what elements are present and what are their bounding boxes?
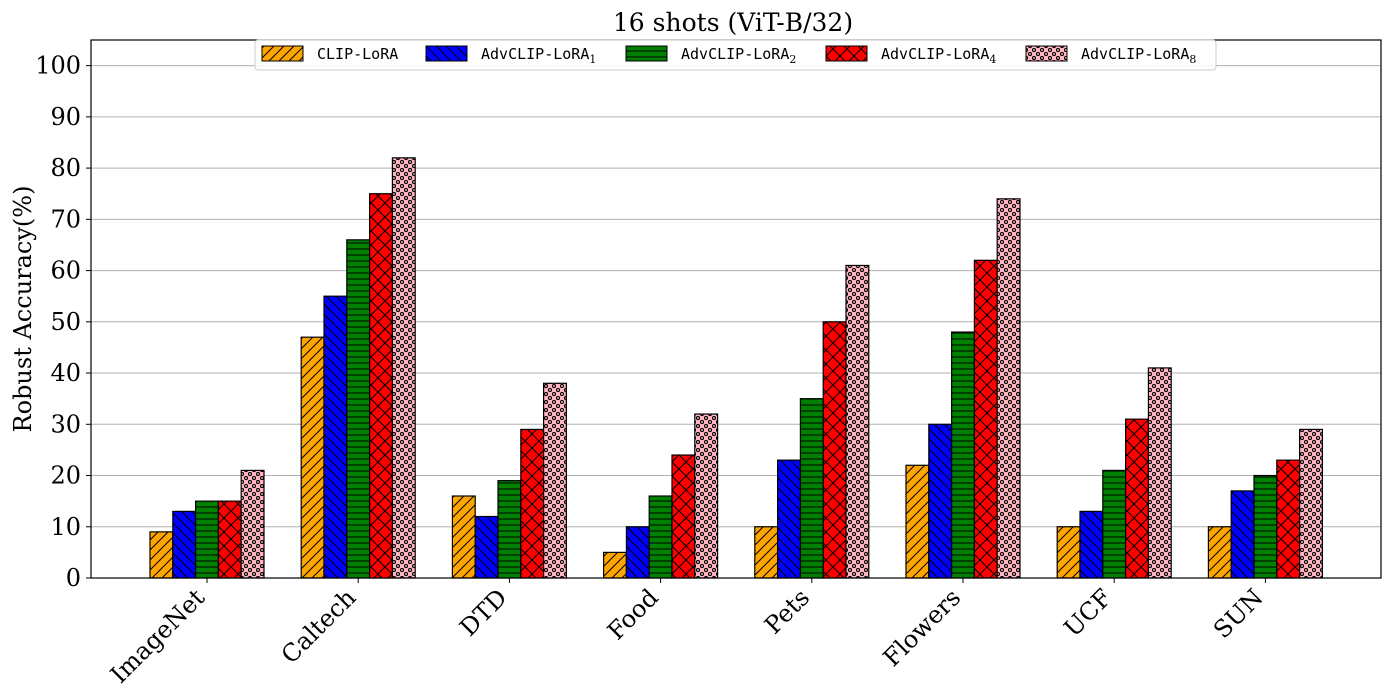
x-tick-label: Caltech (276, 583, 362, 669)
x-tick-label: ImageNet (105, 583, 211, 689)
bar-hatch-pets-series-3 (799, 398, 824, 579)
y-tick-label: 60 (50, 257, 81, 285)
bar-hatch-flowers-series-1 (905, 464, 930, 579)
bar-hatch-ucf-series-1 (1056, 526, 1081, 579)
bar-hatch-sun-series-2 (1230, 490, 1255, 579)
legend-label-subscript: 2 (789, 53, 796, 66)
y-tick-label: 100 (35, 52, 81, 80)
legend-label: AdvCLIP-LoRA2 (681, 45, 796, 66)
y-tick-label: 80 (50, 154, 81, 182)
legend-swatch-hatch (1025, 45, 1068, 62)
legend-label: AdvCLIP-LoRA4 (881, 45, 996, 66)
bar-hatch-pets-series-2 (776, 459, 801, 579)
bar-hatch-dtd-series-4 (520, 428, 545, 579)
bar-hatch-imagenet-series-2 (172, 510, 197, 579)
bar-hatch-pets-series-1 (754, 526, 779, 579)
legend-label-subscript: 1 (589, 53, 596, 66)
bar-hatch-dtd-series-2 (474, 515, 499, 579)
y-tick-label: 70 (50, 205, 81, 233)
bar-hatch-ucf-series-3 (1102, 469, 1127, 579)
bar-hatch-dtd-series-3 (497, 480, 522, 579)
bar-hatch-ucf-series-5 (1147, 367, 1172, 579)
x-tick-label: Pets (759, 583, 815, 639)
x-tick-label: SUN (1208, 583, 1269, 644)
y-tick-label: 50 (50, 308, 81, 336)
legend-swatch-hatch (825, 45, 868, 62)
bar-hatch-sun-series-3 (1253, 474, 1278, 579)
bar-hatch-dtd-series-1 (451, 495, 476, 579)
bar-hatch-caltech-series-2 (323, 295, 348, 579)
bar-hatch-ucf-series-2 (1079, 510, 1104, 579)
bar-hatch-flowers-series-3 (950, 331, 975, 579)
bar-hatch-imagenet-series-4 (217, 500, 242, 579)
legend-label: AdvCLIP-LoRA8 (1081, 45, 1196, 66)
x-tick-label: DTD (454, 583, 512, 641)
bar-hatch-caltech-series-4 (369, 193, 394, 579)
y-tick-label: 10 (50, 513, 81, 541)
y-tick-label: 90 (50, 103, 81, 131)
bar-hatch-pets-series-4 (822, 321, 847, 579)
bar-hatch-flowers-series-4 (973, 259, 998, 579)
bar-hatch-caltech-series-3 (346, 239, 371, 579)
y-tick-label: 40 (50, 359, 81, 387)
y-axis-ticks: 0 10 20 30 40 50 60 70 80 90 100 (35, 52, 91, 592)
chart-title: 16 shots (ViT-B/32) (613, 8, 853, 37)
legend-swatch-hatch (625, 45, 668, 62)
plot-frame (90, 39, 1382, 579)
bar-hatch-pets-series-5 (845, 264, 870, 579)
legend-box (254, 39, 1217, 71)
legend-label-subscript: 4 (989, 53, 996, 66)
x-tick-label: UCF (1059, 583, 1118, 642)
legend: CLIP-LoRA AdvCLIP-LoRA1 AdvCLIP-LoRA2 AdvCL… (254, 39, 1217, 71)
x-tick-label: Flowers (878, 583, 967, 672)
gridlines (91, 65, 1381, 579)
bar-hatch-sun-series-4 (1276, 459, 1301, 579)
y-tick-label: 30 (50, 410, 81, 438)
bar-hatch-imagenet-series-3 (195, 500, 220, 579)
y-tick-label: 0 (66, 564, 81, 592)
y-axis-label: Robust Accuracy(%) (9, 186, 37, 433)
bar-hatch-caltech-series-1 (300, 336, 325, 579)
legend-swatch-hatch (425, 45, 468, 62)
x-tick-label: Food (602, 583, 664, 645)
bar-hatch-imagenet-series-5 (240, 469, 265, 579)
bar-hatch-flowers-series-5 (996, 198, 1021, 579)
bar-hatch-sun-series-1 (1207, 526, 1232, 579)
legend-label-text: AdvCLIP-LoRA (681, 45, 789, 63)
bar-hatch-food-series-5 (694, 413, 719, 579)
bar-hatch-food-series-4 (671, 454, 696, 579)
bar-hatch-dtd-series-5 (542, 382, 567, 579)
bar-hatch-food-series-2 (625, 526, 650, 579)
bar-hatch-flowers-series-2 (928, 423, 953, 579)
bar-hatch-food-series-1 (602, 551, 627, 579)
legend-swatch-hatch (261, 45, 304, 62)
bar-hatch-imagenet-series-1 (149, 531, 174, 579)
y-tick-label: 20 (50, 462, 81, 490)
x-axis-ticks: ImageNet Caltech DTD Food Pets Flowers UCF SUN (105, 578, 1269, 689)
bar-hatch-food-series-3 (648, 495, 673, 579)
legend-label-text: AdvCLIP-LoRA (881, 45, 989, 63)
bar-hatch-caltech-series-5 (391, 157, 416, 579)
legend-label-text: AdvCLIP-LoRA (1081, 45, 1189, 63)
bars (149, 157, 1323, 579)
bar-hatch-ucf-series-4 (1124, 418, 1149, 579)
bar-hatch-sun-series-5 (1298, 428, 1323, 579)
legend-label: CLIP-LoRA (317, 45, 398, 63)
legend-label-subscript: 8 (1189, 53, 1196, 66)
legend-label-text: AdvCLIP-LoRA (481, 45, 589, 63)
legend-label-text: CLIP-LoRA (317, 45, 398, 63)
legend-label: AdvCLIP-LoRA1 (481, 45, 596, 66)
